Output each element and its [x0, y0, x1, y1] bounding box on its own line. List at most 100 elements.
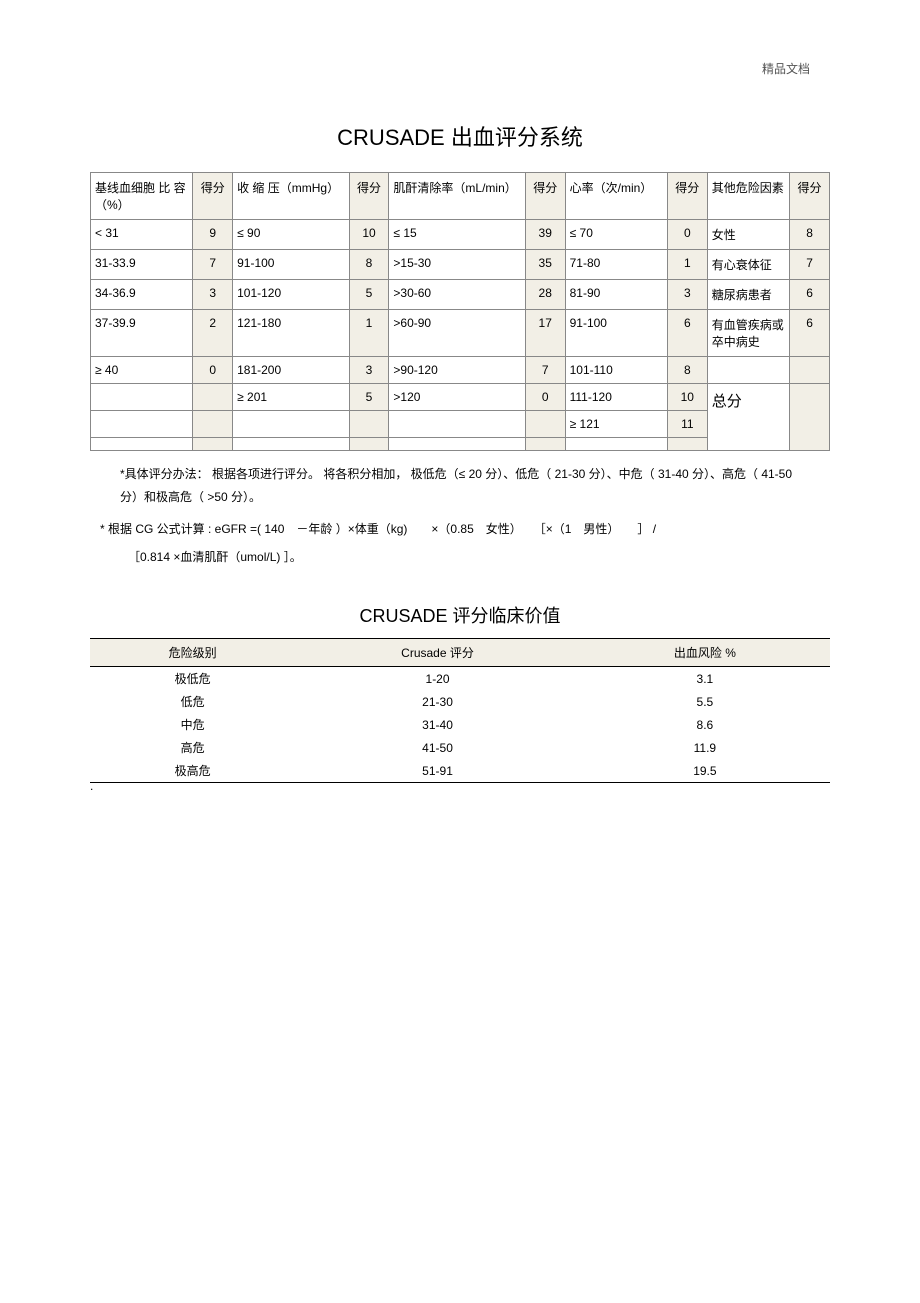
scoring-row: ≥ 400181-2003>90-1207101-1108	[91, 357, 830, 384]
scoring-cell: 111-120	[565, 384, 667, 411]
scoring-cell: 女性	[707, 220, 789, 250]
scoring-cell	[389, 411, 525, 438]
scoring-col-header: 得分	[667, 173, 707, 220]
scoring-col-header: 其他危险因素	[707, 173, 789, 220]
scoring-cell	[667, 438, 707, 451]
scoring-cell: 6	[790, 310, 830, 357]
clinical-row: 极低危1-203.1	[90, 667, 830, 691]
header-label: 精品文档	[762, 60, 810, 77]
scoring-cell: 121-180	[233, 310, 350, 357]
clinical-cell: 31-40	[295, 713, 579, 736]
scoring-cell: 34-36.9	[91, 280, 193, 310]
scoring-cell: ≤ 15	[389, 220, 525, 250]
scoring-row: 31-33.9791-1008>15-303571-801有心衰体征7	[91, 250, 830, 280]
scoring-header-row: 基线血细胞 比 容（%）得分收 缩 压（mmHg）得分肌酐清除率（mL/min）…	[91, 173, 830, 220]
scoring-col-header: 收 缩 压（mmHg）	[233, 173, 350, 220]
scoring-cell: 3	[349, 357, 389, 384]
scoring-cell: 6	[790, 280, 830, 310]
scoring-cell	[349, 411, 389, 438]
scoring-cell: >15-30	[389, 250, 525, 280]
note-scoring-method: *具体评分办法： 根据各项进行评分。 将各积分相加， 极低危（≤ 20 分）、低…	[120, 463, 800, 509]
scoring-col-header: 心率（次/min）	[565, 173, 667, 220]
scoring-cell: ≥ 40	[91, 357, 193, 384]
scoring-cell	[91, 384, 193, 411]
scoring-cell	[790, 357, 830, 384]
scoring-cell: 181-200	[233, 357, 350, 384]
scoring-cell: >30-60	[389, 280, 525, 310]
scoring-cell: ≥ 121	[565, 411, 667, 438]
clinical-cell: 11.9	[580, 736, 830, 759]
clinical-header-row: 危险级别Crusade 评分出血风险 %	[90, 639, 830, 667]
scoring-cell: 9	[193, 220, 233, 250]
scoring-cell: 3	[193, 280, 233, 310]
scoring-cell	[193, 384, 233, 411]
clinical-value-table: 危险级别Crusade 评分出血风险 % 极低危1-203.1低危21-305.…	[90, 638, 830, 783]
scoring-cell: 91-100	[233, 250, 350, 280]
scoring-cell: 91-100	[565, 310, 667, 357]
clinical-col-header: 出血风险 %	[580, 639, 830, 667]
scoring-cell	[389, 438, 525, 451]
scoring-cell	[233, 411, 350, 438]
scoring-cell: 2	[193, 310, 233, 357]
note-cg-formula: * 根据 CG 公式计算 : eGFR =( 140 －年龄 ）×体重（kg) …	[100, 515, 830, 573]
scoring-row: ≥ 2015>1200111-12010总分	[91, 384, 830, 411]
clinical-cell: 19.5	[580, 759, 830, 783]
scoring-col-header: 得分	[525, 173, 565, 220]
scoring-cell: 39	[525, 220, 565, 250]
scoring-cell	[525, 438, 565, 451]
footer-dot: .	[90, 779, 93, 793]
scoring-cell: 101-120	[233, 280, 350, 310]
scoring-cell: 5	[349, 280, 389, 310]
scoring-cell	[525, 411, 565, 438]
scoring-cell: 6	[667, 310, 707, 357]
scoring-cell: 101-110	[565, 357, 667, 384]
scoring-cell: < 31	[91, 220, 193, 250]
scoring-cell: 3	[667, 280, 707, 310]
scoring-cell: ≥ 201	[233, 384, 350, 411]
scoring-cell: 71-80	[565, 250, 667, 280]
clinical-cell: 51-91	[295, 759, 579, 783]
scoring-cell: 有血管疾病或卒中病史	[707, 310, 789, 357]
scoring-cell	[349, 438, 389, 451]
scoring-cell: >120	[389, 384, 525, 411]
scoring-col-header: 得分	[193, 173, 233, 220]
scoring-cell: 8	[790, 220, 830, 250]
clinical-cell: 3.1	[580, 667, 830, 691]
scoring-cell: 0	[525, 384, 565, 411]
clinical-cell: 8.6	[580, 713, 830, 736]
scoring-total-label: 总分	[707, 384, 789, 451]
clinical-cell: 高危	[90, 736, 295, 759]
scoring-table: 基线血细胞 比 容（%）得分收 缩 压（mmHg）得分肌酐清除率（mL/min）…	[90, 172, 830, 451]
scoring-cell: 17	[525, 310, 565, 357]
scoring-cell	[91, 411, 193, 438]
note-cg-line2: ［0.814 ×血清肌酐（umol/L) ］。	[128, 543, 830, 572]
clinical-cell: 低危	[90, 690, 295, 713]
scoring-row: 34-36.93101-1205>30-602881-903糖尿病患者6	[91, 280, 830, 310]
scoring-cell: 5	[349, 384, 389, 411]
clinical-cell: 41-50	[295, 736, 579, 759]
scoring-cell: 28	[525, 280, 565, 310]
scoring-total-value	[790, 384, 830, 451]
scoring-cell: 有心衰体征	[707, 250, 789, 280]
clinical-col-header: Crusade 评分	[295, 639, 579, 667]
scoring-cell: 81-90	[565, 280, 667, 310]
scoring-cell	[193, 411, 233, 438]
scoring-cell: 7	[193, 250, 233, 280]
clinical-cell: 极低危	[90, 667, 295, 691]
scoring-cell	[193, 438, 233, 451]
scoring-row: 37-39.92121-1801>60-901791-1006有血管疾病或卒中病…	[91, 310, 830, 357]
scoring-cell: 糖尿病患者	[707, 280, 789, 310]
scoring-row: < 319≤ 9010≤ 1539≤ 700女性8	[91, 220, 830, 250]
scoring-cell: 7	[790, 250, 830, 280]
scoring-cell: ≤ 70	[565, 220, 667, 250]
scoring-cell: 31-33.9	[91, 250, 193, 280]
clinical-cell: 21-30	[295, 690, 579, 713]
page: 精品文档 CRUSADE 出血评分系统 基线血细胞 比 容（%）得分收 缩 压（…	[0, 0, 920, 823]
scoring-col-header: 得分	[790, 173, 830, 220]
clinical-row: 中危31-408.6	[90, 713, 830, 736]
scoring-cell	[707, 357, 789, 384]
scoring-cell	[565, 438, 667, 451]
scoring-cell: 37-39.9	[91, 310, 193, 357]
scoring-cell: 0	[667, 220, 707, 250]
scoring-col-header: 得分	[349, 173, 389, 220]
